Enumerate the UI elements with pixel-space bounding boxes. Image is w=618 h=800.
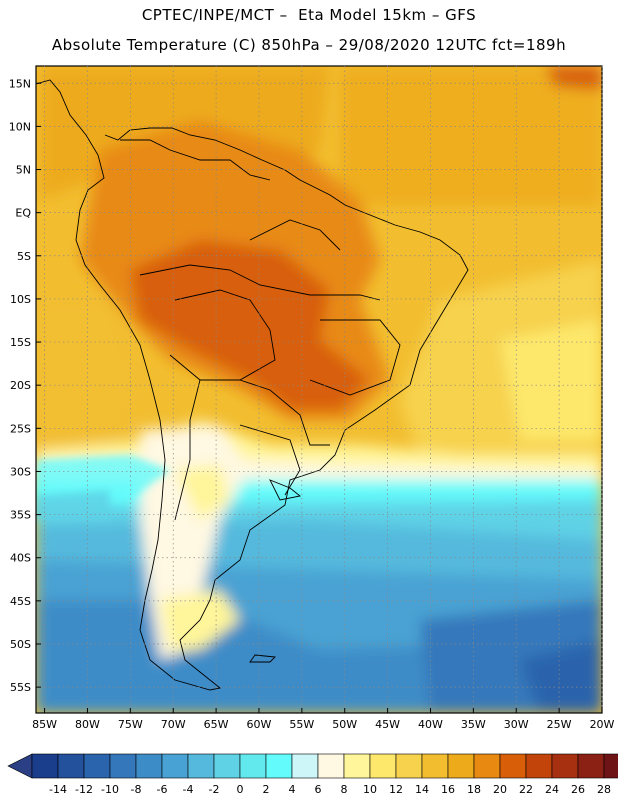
lon-label: 80W xyxy=(75,718,100,731)
colorbar-label: 28 xyxy=(597,783,611,796)
lat-label: 15S xyxy=(10,336,31,349)
colorbar-label: 0 xyxy=(237,783,244,796)
latitude-labels: 15N 10N 5N EQ 5S 10S 15S 20S 25S 30S 35S 40S 45S 50S 5… xyxy=(9,77,32,694)
colorbar-box xyxy=(395,753,423,779)
colorbar-label: 4 xyxy=(289,783,296,796)
colorbar-label: -12 xyxy=(75,783,93,796)
graticule xyxy=(36,66,603,713)
lon-label: 35W xyxy=(461,718,486,731)
colorbar-box xyxy=(57,753,85,779)
colorbar-box xyxy=(239,753,267,779)
map-frame xyxy=(35,65,603,714)
lon-label: 50W xyxy=(332,718,357,731)
lat-label: 15N xyxy=(9,77,31,90)
lat-label: 45S xyxy=(10,595,31,608)
colorbar-box xyxy=(213,753,241,779)
colorbar-box xyxy=(135,753,163,779)
lon-label: 65W xyxy=(204,718,229,731)
colorbar-box xyxy=(187,753,215,779)
lat-label: 30S xyxy=(10,465,31,478)
colorbar-box xyxy=(161,753,189,779)
lat-label: 50S xyxy=(10,638,31,651)
colorbar-box xyxy=(447,753,475,779)
colorbar-box xyxy=(577,753,605,779)
lon-label: 75W xyxy=(118,718,143,731)
coastline xyxy=(36,79,469,691)
lat-label: 40S xyxy=(10,552,31,565)
lon-label: 70W xyxy=(161,718,186,731)
temperature-field xyxy=(36,66,602,713)
colorbar-box xyxy=(421,753,449,779)
colorbar-label: 2 xyxy=(263,783,270,796)
colorbar-box xyxy=(291,753,319,779)
lon-label: 45W xyxy=(375,718,400,731)
colorbar-label: 18 xyxy=(467,783,481,796)
colorbar-box xyxy=(317,753,345,779)
colorbar-label: 22 xyxy=(519,783,533,796)
colorbar-box xyxy=(473,753,501,779)
lat-label: 10N xyxy=(9,120,31,133)
lat-label: 10S xyxy=(10,293,31,306)
longitude-labels: 85W 80W 75W 70W 65W 60W 55W 50W 45W 40W 35W 30W 25W 2… xyxy=(32,718,614,731)
colorbar-label: -2 xyxy=(209,783,220,796)
colorbar-label: 26 xyxy=(571,783,585,796)
lat-label: 25S xyxy=(10,422,31,435)
colorbar-box xyxy=(551,753,579,779)
colorbar-label: -10 xyxy=(101,783,119,796)
colorbar-box xyxy=(369,753,397,779)
colorbar-label: -8 xyxy=(131,783,142,796)
lat-label: 35S xyxy=(10,509,31,522)
colorbar-box xyxy=(109,753,137,779)
colorbar-label: 20 xyxy=(493,783,507,796)
colorbar-label: 10 xyxy=(363,783,377,796)
colorbar-label: 8 xyxy=(341,783,348,796)
lat-label: 5N xyxy=(16,164,31,177)
lon-label: 85W xyxy=(32,718,57,731)
colorbar-label: 12 xyxy=(389,783,403,796)
lat-label: 55S xyxy=(10,681,31,694)
map-title-line-2: Absolute Temperature (C) 850hPa – 29/08/… xyxy=(51,36,567,54)
lon-label: 25W xyxy=(547,718,572,731)
colorbar-box xyxy=(499,753,527,779)
lat-label: 5S xyxy=(17,250,31,263)
colorbar-box xyxy=(343,753,371,779)
lon-label: 40W xyxy=(418,718,443,731)
lon-label: 30W xyxy=(504,718,529,731)
lon-label: 60W xyxy=(247,718,272,731)
colorbar-label: 14 xyxy=(415,783,429,796)
colorbar-label: 6 xyxy=(315,783,322,796)
colorbar-label: -4 xyxy=(183,783,194,796)
map-title-line-1: CPTEC/INPE/MCT – Eta Model 15km – GFS xyxy=(141,6,477,24)
colorbar-box xyxy=(603,753,618,779)
colorbar-box xyxy=(83,753,111,779)
colorbar-label: 16 xyxy=(441,783,455,796)
colorbar-label: -6 xyxy=(157,783,168,796)
colorbar-box xyxy=(265,753,293,779)
colorbar-label: -14 xyxy=(49,783,67,796)
lon-label: 55W xyxy=(289,718,314,731)
lat-label: EQ xyxy=(15,207,31,220)
colorbar-label: 24 xyxy=(545,783,559,796)
lat-label: 20S xyxy=(10,379,31,392)
colorbar-box xyxy=(31,753,59,779)
lon-label: 20W xyxy=(590,718,615,731)
colorbar-box xyxy=(525,753,553,779)
colorbar-under-triangle xyxy=(7,753,33,779)
